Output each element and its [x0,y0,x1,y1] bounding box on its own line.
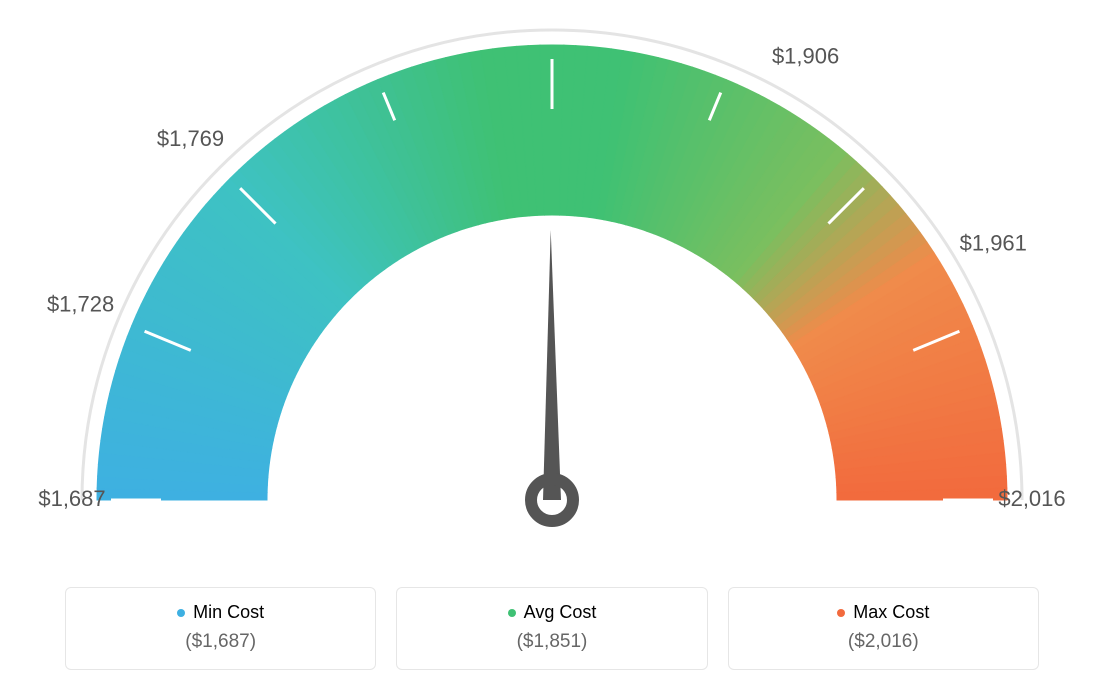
gauge-chart: $1,687 $1,728 $1,769 $1,851 $1,906 $1,961 $2,0… [0,0,1104,560]
cost-gauge-widget: $1,687 $1,728 $1,769 $1,851 $1,906 $1,961 $2,0… [0,0,1104,690]
min-cost-title: Min Cost [76,602,365,623]
avg-cost-label: Avg Cost [524,602,597,622]
gauge-tick-label: $1,961 [960,230,1027,255]
min-cost-label: Min Cost [193,602,264,622]
gauge-needle [543,230,561,500]
gauge-tick-label: $1,769 [157,126,224,151]
avg-cost-title: Avg Cost [407,602,696,623]
gauge-tick-label: $1,728 [47,291,114,316]
min-cost-value: ($1,687) [76,631,365,653]
avg-cost-card: Avg Cost ($1,851) [396,587,707,670]
gauge-tick-label: $1,851 [516,0,583,1]
gauge-tick-label: $1,687 [38,486,105,511]
min-cost-dot [177,609,185,617]
gauge-tick-label: $1,906 [772,44,839,69]
max-cost-label: Max Cost [853,602,929,622]
avg-cost-value: ($1,851) [407,631,696,653]
max-cost-card: Max Cost ($2,016) [728,587,1039,670]
max-cost-dot [837,609,845,617]
summary-cards: Min Cost ($1,687) Avg Cost ($1,851) Max … [65,587,1039,670]
min-cost-card: Min Cost ($1,687) [65,587,376,670]
avg-cost-dot [508,609,516,617]
gauge-svg: $1,687 $1,728 $1,769 $1,851 $1,906 $1,961 $2,0… [0,0,1104,560]
max-cost-value: ($2,016) [739,631,1028,653]
gauge-tick-label: $2,016 [998,486,1065,511]
max-cost-title: Max Cost [739,602,1028,623]
